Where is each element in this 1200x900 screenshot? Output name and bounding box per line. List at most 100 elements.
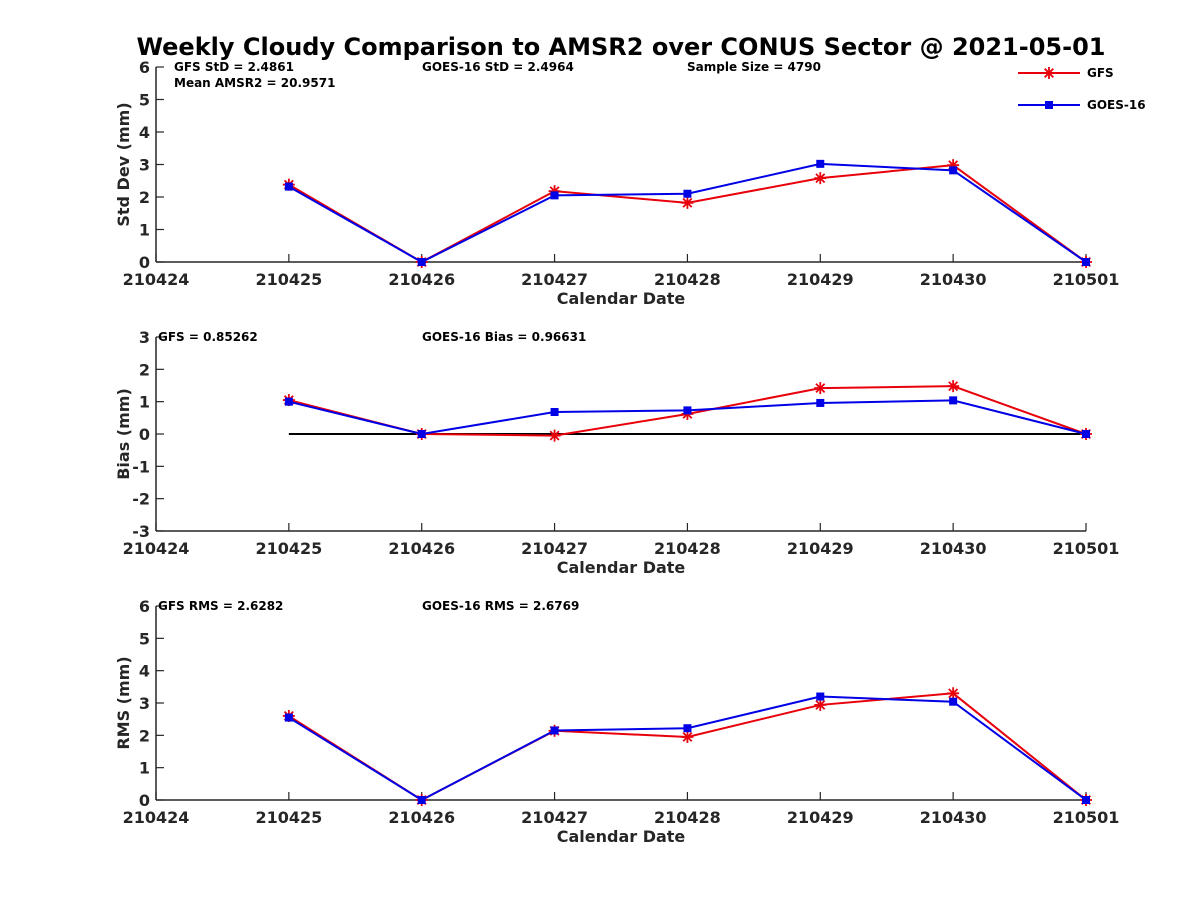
bias-series-goes16-point: [949, 396, 958, 405]
std-dev-annotation: GFS StD = 2.4861: [174, 60, 294, 74]
rms-panel: 0 1 2 3 4 5 6 210424 210425 210426 210427 210428 210…: [114, 597, 1119, 846]
std-dev-y-tick-label: 2: [139, 188, 150, 207]
std-dev-series-goes16-point: [816, 159, 825, 168]
std-dev-series-goes16-point: [949, 166, 958, 175]
legend-label-goes16: GOES-16: [1087, 98, 1146, 112]
legend-marker-goes16: [1045, 101, 1053, 109]
bias-x-tick-label: 210428: [654, 539, 721, 558]
std-dev-series-gfs-point: [814, 172, 827, 185]
bias-x-tick-label: 210429: [787, 539, 854, 558]
std-dev-y-tick-label: 5: [139, 91, 150, 110]
bias-x-tick-label: 210427: [521, 539, 588, 558]
std-dev-series-goes16-point: [417, 258, 426, 266]
rms-y-tick-label: 1: [139, 759, 150, 778]
std-dev-x-tick-label: 210426: [388, 270, 455, 289]
rms-series-goes16-point: [284, 713, 293, 722]
rms-series-goes16-point: [816, 692, 825, 701]
std-dev-series-goes16-point: [550, 191, 559, 200]
std-dev-y-axis-label: Std Dev (mm): [114, 102, 133, 226]
rms-y-tick-label: 2: [139, 726, 150, 745]
rms-x-tick-label: 210428: [654, 808, 721, 827]
std-dev-x-tick-label: 210425: [255, 270, 322, 289]
std-dev-annotation: GOES-16 StD = 2.4964: [422, 60, 574, 74]
rms-x-tick-label: 210429: [787, 808, 854, 827]
rms-y-tick-label: 6: [139, 597, 150, 616]
bias-panel: -3 -2 -1 0 1 2 3 210424 210425 210426 210427 210428…: [114, 328, 1119, 577]
bias-x-tick-label: 210424: [123, 539, 190, 558]
legend-label-gfs: GFS: [1087, 66, 1114, 80]
std-dev-x-tick-label: 210429: [787, 270, 854, 289]
bias-series-goes16-point: [417, 430, 426, 438]
rms-y-axis-label: RMS (mm): [114, 656, 133, 749]
bias-series-gfs-point: [548, 429, 561, 442]
std-dev-y-tick-label: 6: [139, 58, 150, 77]
bias-x-tick-label: 210426: [388, 539, 455, 558]
bias-series-goes16-point: [683, 406, 692, 415]
rms-x-tick-label: 210427: [521, 808, 588, 827]
rms-x-tick-label: 210424: [123, 808, 190, 827]
rms-series-goes16-point: [949, 697, 958, 706]
legend-entry-goes16: GOES-16: [1018, 98, 1146, 112]
bias-annotation: GFS = 0.85262: [158, 330, 258, 344]
bias-series-gfs-point: [814, 382, 827, 395]
legend: GFS GOES-16: [1018, 66, 1146, 112]
rms-series-goes16-line: [288, 695, 1087, 802]
rms-x-tick-label: 210430: [920, 808, 987, 827]
std-dev-panel: 0 1 2 3 4 5 6 210424 210425 210426 210427 210428 210…: [114, 58, 1119, 308]
std-dev-x-tick-label: 210501: [1053, 270, 1120, 289]
bias-x-tick-label: 210430: [920, 539, 987, 558]
rms-x-tick-label: 210501: [1053, 808, 1120, 827]
rms-series-gfs-point: [681, 730, 694, 743]
rms-y-tick-label: 4: [139, 662, 150, 681]
rms-series-goes16-point: [1082, 796, 1090, 804]
std-dev-x-tick-label: 210428: [654, 270, 721, 289]
std-dev-series-goes16: [284, 159, 1090, 266]
bias-y-tick-label: 3: [139, 328, 150, 347]
std-dev-x-tick-label: 210424: [123, 270, 190, 289]
rms-series-goes16-point: [683, 724, 692, 733]
std-dev-series-goes16-point: [1082, 258, 1090, 266]
std-dev-x-axis-label: Calendar Date: [557, 289, 686, 308]
rms-series-goes16-point: [550, 726, 559, 735]
rms-annotation: GFS RMS = 2.6282: [158, 599, 283, 613]
legend-marker-symbol: [1043, 67, 1055, 79]
bias-series-gfs-point: [947, 380, 960, 393]
bias-series-goes16-point: [816, 398, 825, 407]
rms-series-gfs-line: [288, 692, 1087, 802]
bias-series-goes16-point: [284, 397, 293, 406]
std-dev-y-tick-label: 0: [139, 253, 150, 272]
bias-x-tick-label: 210425: [255, 539, 322, 558]
bias-y-tick-label: 0: [139, 425, 150, 444]
rms-y-tick-label: 3: [139, 694, 150, 713]
rms-x-tick-label: 210426: [388, 808, 455, 827]
rms-series-goes16: [284, 692, 1090, 804]
bias-y-tick-label: -2: [132, 490, 150, 509]
rms-series-goes16-point: [417, 796, 426, 804]
std-dev-annotation: Mean AMSR2 = 20.9571: [174, 76, 335, 90]
rms-x-tick-label: 210425: [255, 808, 322, 827]
bias-y-tick-label: 1: [139, 393, 150, 412]
std-dev-x-tick-label: 210430: [920, 270, 987, 289]
std-dev-series-gfs-point: [681, 196, 694, 209]
bias-x-axis-label: Calendar Date: [557, 558, 686, 577]
rms-series-gfs-point: [814, 698, 827, 711]
rms-series-gfs-point: [947, 687, 960, 700]
bias-series-goes16-point: [1082, 430, 1090, 438]
rms-x-axis-label: Calendar Date: [557, 827, 686, 846]
std-dev-y-tick-label: 4: [139, 123, 150, 142]
bias-y-tick-label: -1: [132, 457, 150, 476]
bias-x-tick-label: 210501: [1053, 539, 1120, 558]
rms-y-tick-label: 5: [139, 629, 150, 648]
legend-entry-gfs: GFS: [1018, 66, 1114, 80]
std-dev-y-tick-label: 3: [139, 156, 150, 175]
std-dev-annotation: Sample Size = 4790: [687, 60, 821, 74]
legend-marker-gfs: [1043, 67, 1055, 79]
std-dev-x-tick-label: 210427: [521, 270, 588, 289]
bias-y-tick-label: 2: [139, 360, 150, 379]
std-dev-series-goes16-line: [288, 162, 1087, 264]
std-dev-series-goes16-point: [683, 189, 692, 198]
std-dev-y-tick-label: 1: [139, 221, 150, 240]
bias-series-goes16: [284, 396, 1090, 438]
std-dev-series-goes16-point: [284, 182, 293, 191]
